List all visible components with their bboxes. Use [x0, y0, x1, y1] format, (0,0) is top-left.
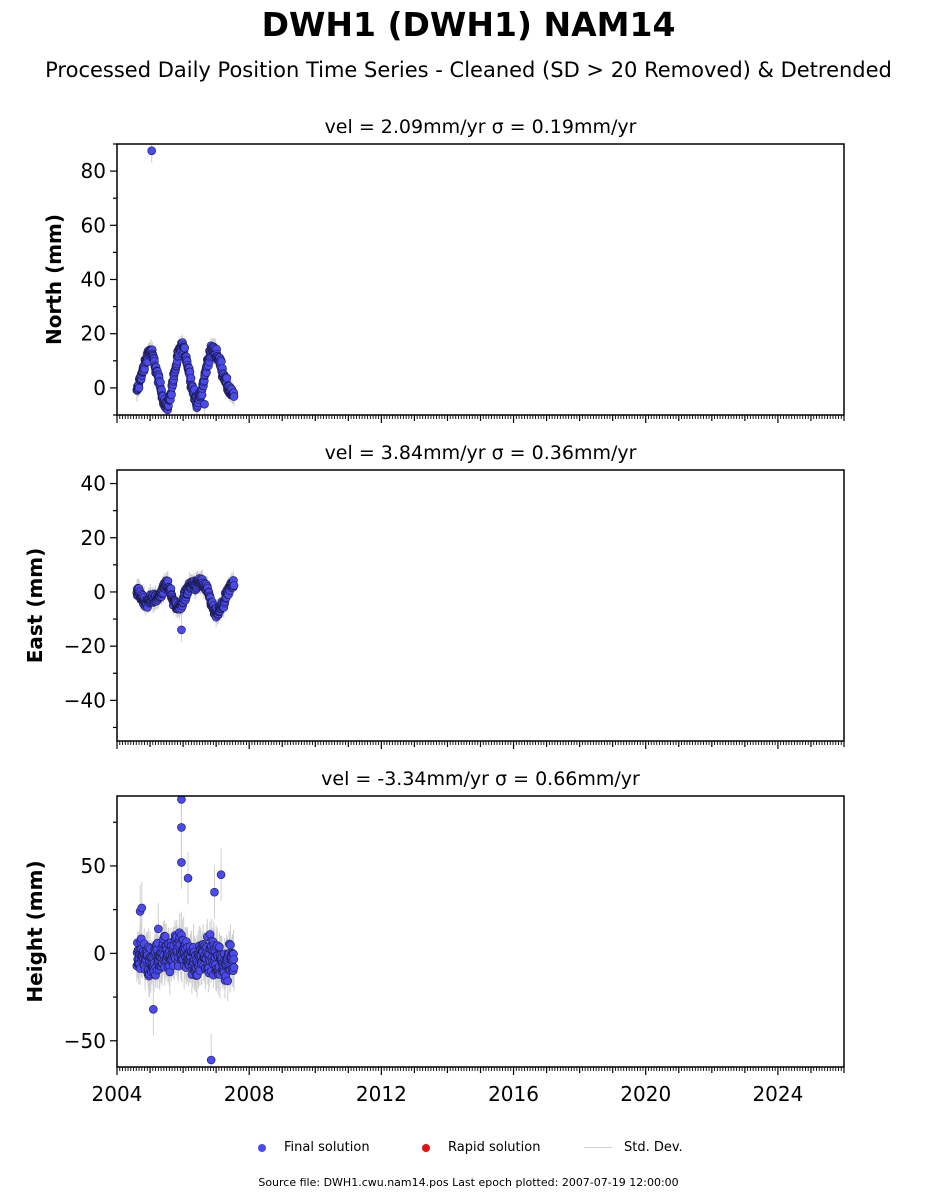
legend-std: Std. Dev.	[584, 1136, 683, 1160]
y-tick-label: −20	[64, 634, 106, 658]
plot-area	[132, 144, 239, 415]
y-tick-label: 20	[81, 526, 106, 550]
y-axis-label: East (mm)	[23, 548, 47, 664]
data-point	[177, 796, 186, 804]
data-point	[215, 942, 224, 952]
data-point	[222, 373, 232, 383]
data-point	[180, 343, 190, 353]
rapid-solution-marker-icon	[422, 1143, 430, 1152]
plot-area	[132, 569, 239, 643]
legend: Final solution Rapid solution Std. Dev.	[0, 1136, 937, 1160]
panel-north: vel = 2.09mm/yr σ = 0.19mm/yr North (mm) 0…	[42, 116, 845, 423]
data-point	[156, 378, 165, 387]
std-dev-line-icon	[584, 1147, 612, 1148]
legend-rapid-label: Rapid solution	[448, 1140, 541, 1155]
figure-title: DWH1 (DWH1) NAM14	[261, 5, 676, 44]
data-point	[149, 1005, 158, 1014]
data-point	[160, 932, 170, 941]
panel-title: vel = 2.09mm/yr σ = 0.19mm/yr	[325, 116, 637, 138]
panel-title: vel = -3.34mm/yr σ = 0.66mm/yr	[321, 768, 640, 790]
y-tick-label: −40	[64, 688, 106, 712]
y-tick-label: −50	[64, 1029, 106, 1053]
data-point	[177, 823, 186, 832]
y-tick-label: 0	[93, 580, 106, 604]
y-tick-label: 20	[81, 322, 106, 346]
y-tick-label: 0	[93, 941, 106, 965]
data-point	[200, 399, 209, 409]
data-point	[154, 924, 163, 934]
data-point	[216, 870, 226, 879]
y-tick-label: 0	[93, 376, 106, 400]
plot-area	[132, 796, 239, 1067]
data-point	[226, 940, 235, 950]
legend-std-label: Std. Dev.	[624, 1140, 683, 1155]
data-point	[229, 392, 239, 401]
y-tick-label: 50	[81, 854, 106, 878]
legend-final: Final solution	[258, 1136, 370, 1160]
x-tick-label: 2020	[620, 1082, 671, 1106]
data-point	[183, 873, 193, 883]
data-point	[134, 383, 144, 393]
y-tick-label: 40	[81, 472, 106, 496]
axes-frame	[116, 795, 845, 1068]
y-tick-label: 40	[81, 268, 106, 292]
source-footer: Source file: DWH1.cwu.nam14.pos Last epo…	[258, 1176, 679, 1189]
x-tick-label: 2024	[752, 1082, 803, 1106]
legend-rapid: Rapid solution	[422, 1136, 540, 1160]
x-tick-label: 2008	[224, 1082, 275, 1106]
panel-title: vel = 3.84mm/yr σ = 0.36mm/yr	[325, 442, 637, 464]
data-point	[177, 858, 186, 867]
legend-final-label: Final solution	[284, 1140, 370, 1155]
y-tick-label: 60	[81, 213, 106, 237]
data-point	[137, 903, 147, 913]
data-point	[229, 963, 239, 972]
data-point	[177, 625, 186, 635]
final-solution-marker-icon	[258, 1143, 266, 1152]
y-axis-label: North (mm)	[42, 214, 66, 345]
data-point	[147, 146, 156, 156]
figure-subtitle: Processed Daily Position Time Series - C…	[45, 58, 892, 82]
panel-height: vel = -3.34mm/yr σ = 0.66mm/yr Height (mm…	[23, 768, 845, 1106]
data-point	[229, 955, 239, 964]
x-tick-label: 2016	[488, 1082, 539, 1106]
x-tick-label: 2012	[356, 1082, 407, 1106]
x-tick-label: 2004	[92, 1082, 143, 1106]
panel-east: vel = 3.84mm/yr σ = 0.36mm/yr East (mm) −4…	[23, 442, 845, 749]
y-axis-label: Height (mm)	[23, 860, 47, 1002]
y-tick-label: 80	[81, 159, 106, 183]
data-point	[210, 887, 219, 897]
data-point	[206, 1055, 216, 1065]
data-point	[229, 581, 239, 590]
data-point	[223, 976, 233, 986]
data-point	[167, 390, 176, 399]
